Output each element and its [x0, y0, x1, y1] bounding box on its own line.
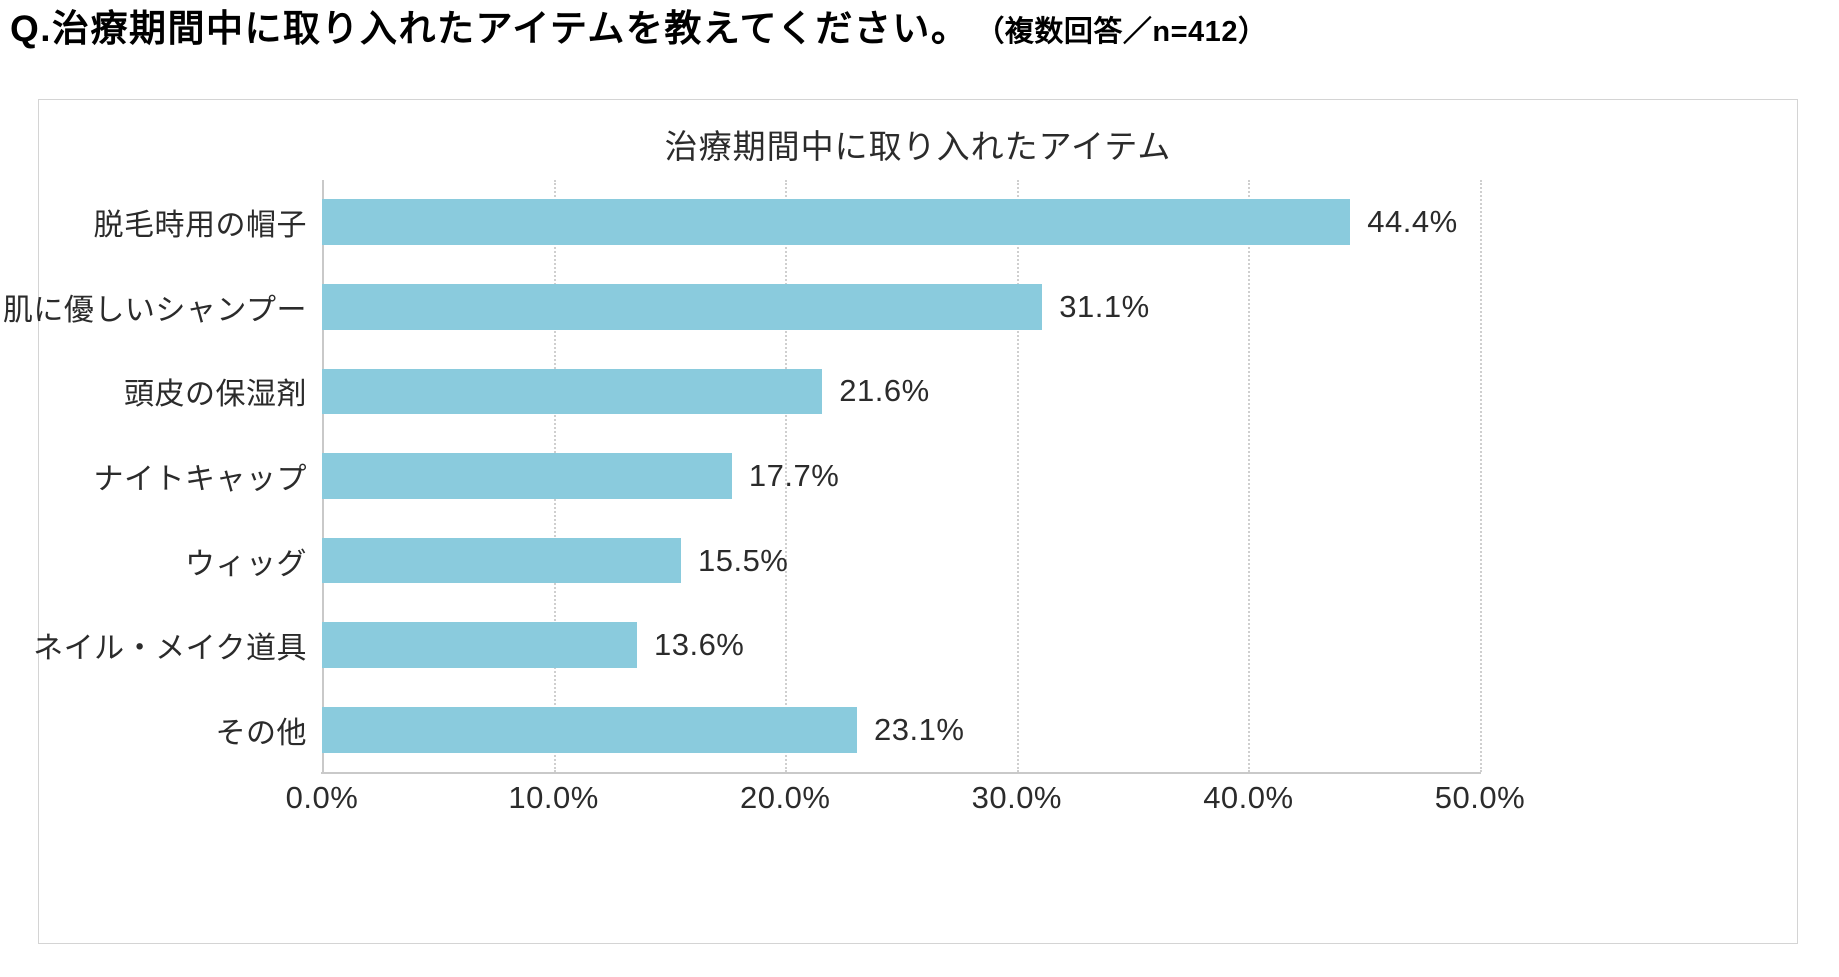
x-axis-tick-label: 50.0%	[1434, 780, 1526, 815]
bar-row: 15.5%	[322, 537, 1480, 584]
bar-series: 44.4% 31.1% 21.6% 17.7% 15.5% 13.6% 23.1%	[322, 180, 1480, 772]
bar	[322, 284, 1043, 330]
bar-row: 44.4%	[322, 199, 1480, 246]
bar-value-label: 23.1%	[873, 711, 965, 747]
bar	[322, 199, 1351, 246]
x-axis-tick-label: 0.0%	[285, 780, 359, 815]
x-axis-tick-label: 20.0%	[739, 780, 831, 815]
y-axis-label: その他	[215, 716, 307, 750]
bar-value-label: 13.6%	[653, 627, 745, 663]
x-axis-tick-label: 30.0%	[971, 780, 1062, 815]
y-axis-label: 頭皮の保湿剤	[124, 378, 307, 412]
question-text: Q.治療期間中に取り入れたアイテムを教えてください。	[10, 8, 970, 49]
question-header: Q.治療期間中に取り入れたアイテムを教えてください。 （複数回答／n=412）	[10, 8, 1267, 50]
bar-value-label: 15.5%	[697, 542, 789, 578]
bar	[322, 622, 637, 668]
y-axis-category-labels: 脱毛時用の帽子肌に優しいシャンプー頭皮の保湿剤ナイトキャップウィッグネイル・メイ…	[3, 180, 307, 772]
gridline	[785, 180, 788, 772]
bar-value-label: 44.4%	[1367, 204, 1458, 240]
y-axis-label: 肌に優しいシャンプー	[2, 293, 307, 327]
bar-row: 21.6%	[322, 368, 1480, 415]
bar-row: 13.6%	[322, 622, 1480, 668]
y-axis-label: ナイトキャップ	[93, 463, 307, 496]
bar-row: 31.1%	[322, 284, 1480, 330]
bar	[322, 368, 823, 415]
x-axis-tick-labels: 0.0% 10.0% 20.0% 30.0% 40.0% 50.0%	[286, 780, 1525, 840]
bar-row: 23.1%	[322, 706, 1480, 753]
plot-area: 44.4% 31.1% 21.6% 17.7% 15.5% 13.6% 23.1%	[321, 180, 1482, 774]
chart-container: 治療期間中に取り入れたアイテム 脱毛時用の帽子肌に優しいシャンプー頭皮の保湿剤ナ…	[3, 99, 1798, 944]
question-note: （複数回答／n=412）	[975, 16, 1268, 48]
bar-value-label: 31.1%	[1059, 288, 1150, 324]
chart-title: 治療期間中に取り入れたアイテム	[664, 128, 1172, 165]
y-axis-label: 脱毛時用の帽子	[93, 209, 307, 243]
gridline	[1016, 180, 1019, 772]
bar	[322, 706, 857, 753]
x-axis-tick-label: 10.0%	[508, 780, 599, 815]
gridline	[1480, 180, 1482, 772]
bar-row: 17.7%	[322, 453, 1480, 499]
bar	[322, 453, 732, 499]
y-axis-label: ウィッグ	[185, 547, 307, 581]
bar	[322, 537, 681, 584]
bar-value-label: 17.7%	[748, 457, 840, 493]
y-axis-label: ネイル・メイク道具	[33, 632, 307, 666]
x-axis-line	[321, 772, 1481, 774]
gridline	[1248, 180, 1251, 772]
x-axis-tick-label: 40.0%	[1203, 780, 1294, 815]
bar-value-label: 21.6%	[839, 373, 930, 409]
